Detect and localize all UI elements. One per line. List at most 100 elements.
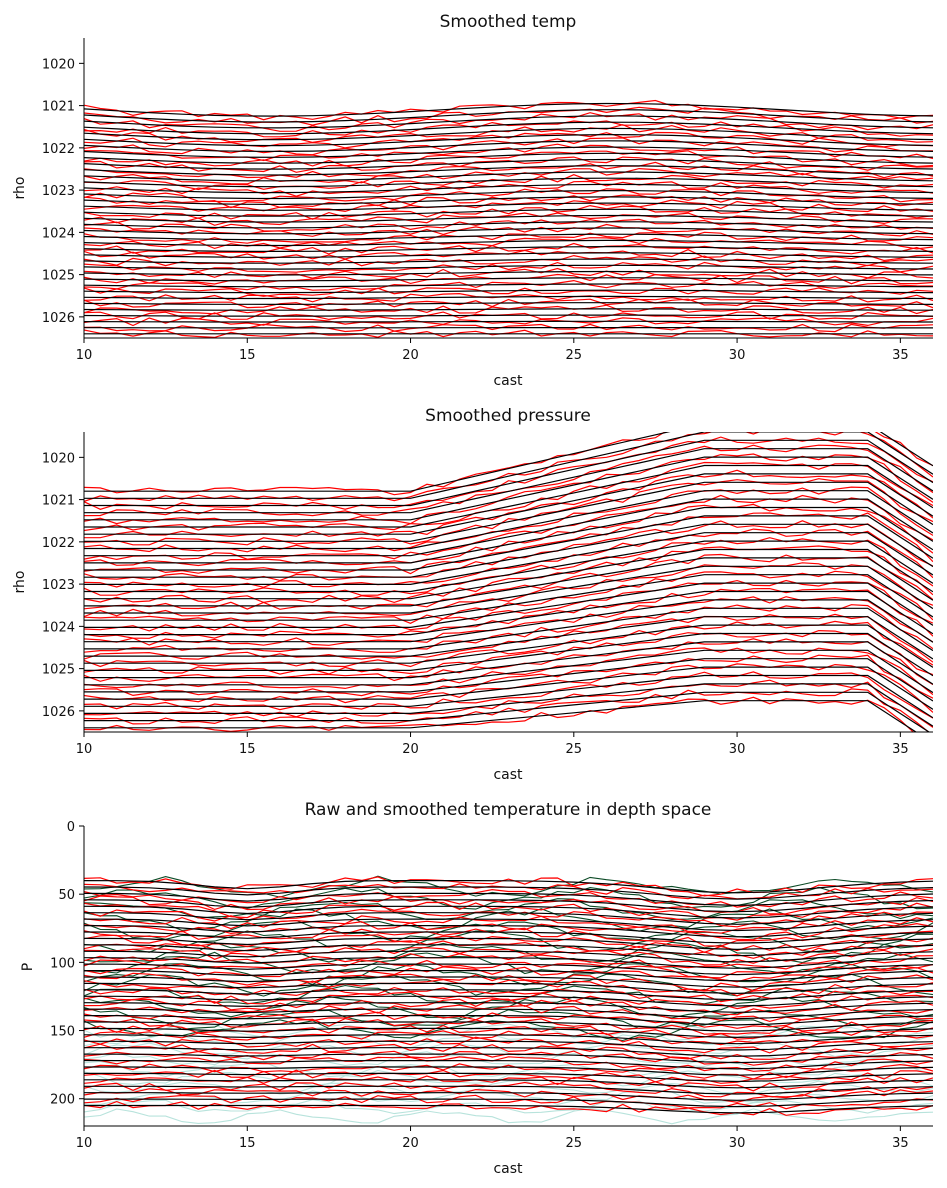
smoothed-contour-line (84, 432, 933, 499)
x-tick-label: 35 (892, 348, 909, 363)
contour-lines (84, 99, 933, 338)
smoothed-contour-line (84, 214, 933, 223)
x-tick-label: 15 (239, 742, 256, 757)
smoothed-contour-line (84, 989, 933, 1001)
panel-smoothed-pressure: Smoothed pressure cast rho 10 15 20 25 30 351… (12, 406, 933, 783)
smoothed-contour-line (84, 1079, 933, 1089)
raw-contour-line (84, 629, 933, 676)
x-tick-label: 10 (76, 1136, 93, 1151)
smoothed-contour-line (84, 540, 933, 593)
smoothed-contour-line (84, 302, 933, 306)
smoothed-contour-line (84, 102, 933, 117)
smoothed-contour-line (84, 532, 933, 585)
y-tick-label: 1026 (42, 705, 75, 720)
smoothed-contour-line (84, 1066, 933, 1076)
y-tick-label: 1025 (42, 269, 75, 284)
smoothed-contour-line (84, 233, 933, 241)
raw-contour-line (84, 287, 933, 297)
smoothed-contour-line (84, 115, 933, 129)
raw-contour-line (84, 613, 933, 663)
smoothed-contour-line (84, 202, 933, 211)
raw-contour-line (84, 1063, 933, 1080)
x-axis-label: cast (493, 373, 523, 389)
smoothed-contour-line (84, 258, 933, 264)
x-tick-label: 25 (566, 742, 583, 757)
raw-contour-line (84, 267, 933, 279)
y-tick-label: 1026 (42, 311, 75, 326)
smoothed-contour-line (84, 456, 933, 521)
smoothed-contour-line (84, 227, 933, 235)
smoothed-contour-line (84, 912, 933, 925)
smoothed-contour-line (84, 140, 933, 153)
raw-contour-line (84, 1075, 933, 1092)
x-tick-label: 15 (239, 348, 256, 363)
smoothed-contour-line (84, 208, 933, 217)
smoothed-contour-line (84, 1021, 933, 1032)
x-tick-label: 35 (892, 1136, 909, 1151)
y-axis-label: P (20, 963, 36, 971)
smoothed-contour-line (84, 1092, 933, 1101)
raw-contour-line (84, 453, 933, 525)
smoothed-contour-line (84, 464, 933, 528)
smoothed-contour-line (84, 632, 933, 677)
deep-contour-line (84, 1099, 933, 1115)
smoothed-contour-line (84, 473, 933, 535)
raw-contour-line (84, 231, 933, 244)
y-tick-label: 1025 (42, 663, 75, 678)
raw-contour-line (84, 520, 933, 582)
smoothed-contour-line (84, 1008, 933, 1020)
smoothed-contour-line (84, 691, 931, 732)
smoothed-contour-line (84, 599, 933, 643)
chart-title: Smoothed temp (440, 12, 577, 32)
raw-contour-line (84, 180, 933, 197)
raw-contour-line (84, 478, 933, 546)
smoothed-contour-line (84, 607, 933, 652)
x-tick-label: 20 (402, 1136, 419, 1151)
axis-ticks: 10 15 20 25 30 35 1020 1021 1022 1023 1024 1025 1026 (42, 432, 933, 757)
smoothed-contour-line (84, 177, 933, 188)
smoothed-contour-line (84, 582, 933, 628)
raw-contour-line (84, 908, 933, 928)
smoothed-contour-line (84, 221, 933, 229)
smoothed-contour-line (84, 152, 933, 164)
smoothed-contour-line (84, 183, 933, 194)
raw-contour-line (84, 131, 933, 149)
smoothed-contour-line (84, 1002, 933, 1013)
smoothed-contour-line (84, 565, 933, 614)
raw-contour-line (84, 469, 933, 539)
x-tick-label: 30 (729, 348, 746, 363)
smoothed-contour-line (84, 880, 933, 894)
raw-contour-line (84, 927, 933, 947)
smoothed-contour-line (84, 1059, 933, 1070)
raw-contour-line (84, 671, 933, 719)
x-tick-label: 15 (239, 1136, 256, 1151)
smoothed-contour-line (84, 252, 933, 258)
smoothed-contour-line (84, 700, 918, 732)
raw-contour-line (84, 1094, 933, 1110)
raw-contour-line (84, 298, 933, 309)
y-tick-label: 50 (58, 888, 75, 903)
smoothed-contour-line (84, 127, 933, 141)
y-tick-label: 1023 (42, 578, 75, 593)
y-tick-label: 150 (50, 1025, 75, 1040)
raw-contour-line (84, 503, 933, 567)
smoothed-contour-line (84, 616, 933, 660)
raw-contour-line (84, 218, 933, 232)
smoothed-contour-line (84, 432, 933, 492)
smoothed-contour-line (84, 918, 933, 932)
raw-contour-line (84, 194, 933, 209)
smoothed-contour-line (84, 239, 933, 247)
x-axis-label: cast (493, 767, 523, 783)
raw-contour-line (84, 579, 933, 632)
chart-title: Raw and smoothed temperature in depth sp… (305, 800, 712, 820)
background-contour-line (84, 908, 933, 932)
y-tick-label: 0 (67, 820, 75, 835)
raw-contour-line (84, 959, 933, 979)
raw-contour-line (84, 204, 933, 220)
deep-contour-line (84, 1069, 933, 1087)
raw-contour-line (84, 528, 933, 588)
background-contour-line (84, 898, 933, 920)
raw-contour-line (84, 1056, 933, 1072)
axis-ticks: 10 15 20 25 30 35 0 50 100 150 200 (50, 820, 933, 1151)
x-tick-label: 25 (566, 1136, 583, 1151)
